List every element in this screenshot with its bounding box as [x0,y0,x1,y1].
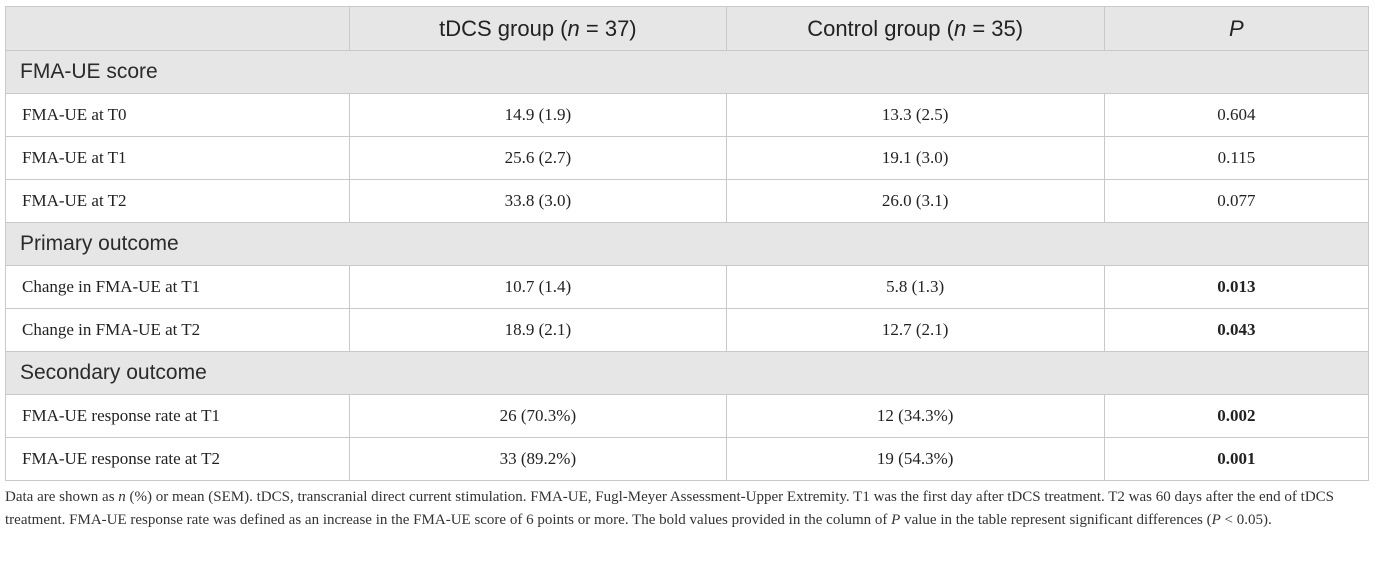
table-row: FMA-UE at T1 25.6 (2.7) 19.1 (3.0) 0.115 [4,136,1370,180]
control-value-cell: 26.0 (3.1) [725,179,1105,223]
table-row: FMA-UE response rate at T2 33 (89.2%) 19 (… [4,437,1370,481]
footnote-text-3: value in the table represent significant… [900,511,1212,528]
control-value-cell: 19 (54.3%) [725,437,1105,481]
footnote-text-4: < 0.05). [1220,511,1272,528]
footnote-p-1: P [891,511,901,528]
section-title: Primary outcome [5,222,1369,266]
tdcs-value-cell: 14.9 (1.9) [349,93,727,137]
p-value-cell: 0.043 [1103,308,1370,352]
tdcs-value-cell: 25.6 (2.7) [349,136,727,180]
header-p-value: P [1103,6,1370,51]
section-title: FMA-UE score [5,50,1369,94]
p-value-cell: 0.002 [1103,394,1370,438]
footnote-text-1: Data are shown as [5,489,119,505]
row-label-cell: FMA-UE at T1 [4,136,351,180]
header-control-n: n [953,15,967,41]
table-footnote: Data are shown as n (%) or mean (SEM). t… [5,486,1371,531]
header-tdcs-n: n [567,15,580,41]
row-label-cell: Change in FMA-UE at T1 [4,265,351,309]
section-row: Primary outcome [5,222,1369,266]
control-value-cell: 19.1 (3.0) [725,136,1105,180]
tdcs-value-cell: 26 (70.3%) [349,394,727,438]
header-empty-cell [4,6,351,51]
row-label-cell: FMA-UE response rate at T1 [4,394,351,438]
results-table: tDCS group (n = 37) Control group (n = 3… [4,6,1370,481]
header-control-group: Control group (n = 35) [725,6,1105,51]
tdcs-value-cell: 33 (89.2%) [349,437,727,481]
row-label-cell: FMA-UE at T0 [4,93,351,137]
control-value-cell: 5.8 (1.3) [725,265,1105,309]
footnote-text-2: (%) or mean (SEM). tDCS, transcranial di… [5,489,1335,528]
section-row: Secondary outcome [5,351,1369,395]
p-value-cell: 0.115 [1103,136,1370,180]
tdcs-value-cell: 10.7 (1.4) [349,265,727,309]
row-label-cell: FMA-UE at T2 [4,179,351,223]
table-row: Change in FMA-UE at T2 18.9 (2.1) 12.7 (2.… [4,308,1370,352]
header-tdcs-text: tDCS group ( [439,15,568,41]
table-row: FMA-UE at T0 14.9 (1.9) 13.3 (2.5) 0.604 [4,93,1370,137]
row-label-cell: Change in FMA-UE at T2 [4,308,351,352]
tdcs-value-cell: 18.9 (2.1) [349,308,727,352]
header-tdcs-count: = 37) [579,15,637,41]
control-value-cell: 12.7 (2.1) [725,308,1105,352]
section-row: FMA-UE score [5,50,1369,94]
header-row: tDCS group (n = 37) Control group (n = 3… [4,6,1370,51]
row-label-cell: FMA-UE response rate at T2 [4,437,351,481]
footnote-n: n [118,489,126,505]
table-row: FMA-UE response rate at T1 26 (70.3%) 12 (… [4,394,1370,438]
control-value-cell: 13.3 (2.5) [725,93,1105,137]
footnote-p-2: P [1211,511,1221,528]
table-row: FMA-UE at T2 33.8 (3.0) 26.0 (3.1) 0.077 [4,179,1370,223]
p-value-cell: 0.604 [1103,93,1370,137]
tdcs-value-cell: 33.8 (3.0) [349,179,727,223]
table-row: Change in FMA-UE at T1 10.7 (1.4) 5.8 (1.3… [4,265,1370,309]
control-value-cell: 12 (34.3%) [725,394,1105,438]
header-control-text: Control group ( [807,15,954,41]
section-title: Secondary outcome [5,351,1369,395]
header-tdcs-group: tDCS group (n = 37) [349,6,727,51]
p-value-cell: 0.013 [1103,265,1370,309]
p-value-cell: 0.077 [1103,179,1370,223]
header-control-count: = 35) [966,15,1024,41]
p-value-cell: 0.001 [1103,437,1370,481]
